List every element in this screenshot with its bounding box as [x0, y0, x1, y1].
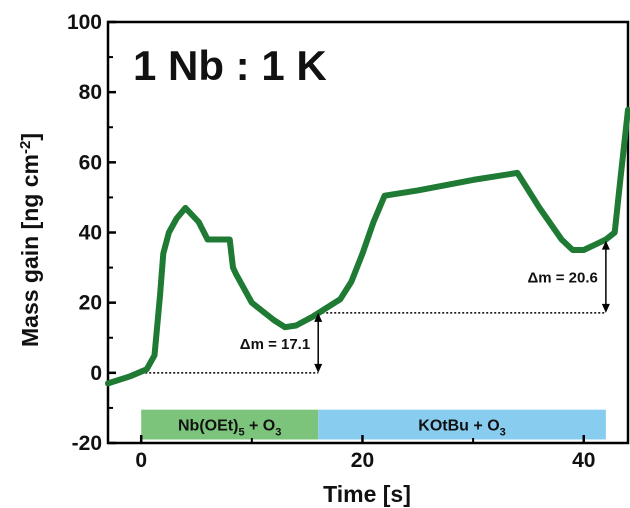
- x-axis-title: Time [s]: [323, 481, 411, 507]
- x-tick-label: 20: [351, 449, 374, 472]
- arrow-head-down: [601, 303, 610, 313]
- delta-label-1: Δm = 17.1: [240, 336, 310, 353]
- delta-label-2: Δm = 20.6: [527, 270, 597, 287]
- x-tick-label: 0: [135, 449, 147, 472]
- data-series: [105, 106, 630, 387]
- phase-bars: Nb(OEt)5 + O3 KOtBu + O3: [141, 409, 606, 440]
- phase-label-2: KOtBu + O3: [418, 418, 505, 439]
- arrow-head-up: [601, 240, 610, 250]
- chart-title: 1 Nb : 1 K: [133, 42, 327, 89]
- y-tick-label: -20: [72, 432, 102, 455]
- phase-label-1: Nb(OEt)5 + O3: [178, 418, 281, 439]
- x-tick-label: 40: [572, 449, 595, 472]
- y-tick-label: 100: [67, 11, 102, 34]
- arrow-head-up: [314, 312, 323, 322]
- axes: -20 0 20 40 60 80 100 0 20 40: [67, 11, 630, 472]
- phase-bar-1: [141, 409, 319, 440]
- arrow-head-down: [314, 363, 323, 373]
- y-tick-label: 80: [79, 81, 102, 104]
- y-tick-label: 40: [79, 222, 102, 245]
- y-tick-label: 20: [79, 292, 102, 315]
- y-tick-label: 0: [90, 362, 102, 385]
- y-axis-title: Mass gain [ng cm-2]: [17, 133, 43, 347]
- mass-gain-line: [105, 106, 630, 387]
- phase-bar-2: [318, 409, 606, 440]
- y-tick-label: 60: [79, 151, 102, 174]
- reference-lines: [141, 312, 606, 374]
- annotations: Δm = 17.1 Δm = 20.6: [240, 240, 610, 373]
